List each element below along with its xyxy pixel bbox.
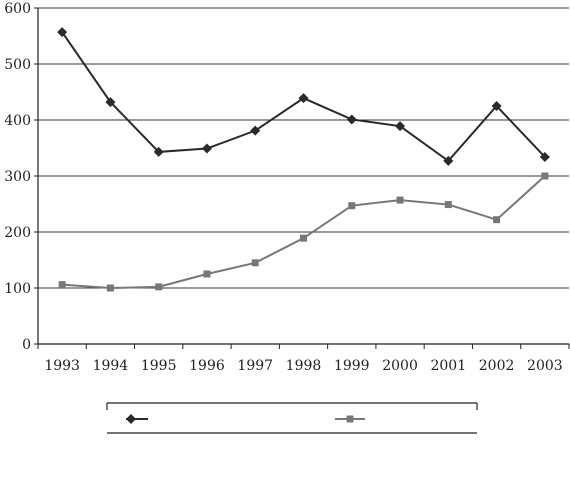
series-2-point-2000 <box>396 196 404 204</box>
y-tick-label-200: 200 <box>4 225 31 241</box>
series-2-point-1995 <box>155 283 163 291</box>
y-tick-label-400: 400 <box>4 113 31 129</box>
series-2-point-1994 <box>106 284 114 292</box>
series-1-point-1996 <box>201 143 212 154</box>
series-1-point-1995 <box>153 146 164 157</box>
y-tick-label-300: 300 <box>4 169 31 185</box>
series-1-point-2001 <box>443 155 454 166</box>
series-group <box>57 27 550 292</box>
y-tick-labels: 0 100 200 300 400 500 600 <box>4 1 31 353</box>
legend <box>106 402 478 434</box>
x-tick-label-1993: 1993 <box>44 358 80 374</box>
series-2-point-1996 <box>203 270 211 278</box>
x-tick-label-1997: 1997 <box>237 358 273 374</box>
x-tick-label-1995: 1995 <box>141 358 177 374</box>
y-tick-label-600: 600 <box>4 1 31 17</box>
legend-key-1-marker <box>126 414 136 424</box>
legend-key-2-marker <box>346 415 354 423</box>
gridlines <box>38 7 569 289</box>
series-2-point-1999 <box>348 202 356 210</box>
y-tick-label-100: 100 <box>4 281 31 297</box>
series-1-point-1993 <box>57 27 68 38</box>
series-2-point-2002 <box>493 216 501 224</box>
series-2-point-1993 <box>58 281 66 289</box>
series-1-point-1994 <box>105 97 116 108</box>
series-2-point-2001 <box>444 201 452 209</box>
y-tick-label-0: 0 <box>22 337 31 353</box>
x-tick-label-2002: 2002 <box>479 358 515 374</box>
series-1-point-1998 <box>298 93 309 104</box>
x-tick-label-2001: 2001 <box>430 358 466 374</box>
series-2-point-2003 <box>541 172 549 180</box>
series-1-point-2002 <box>491 101 502 111</box>
x-tick-label-1994: 1994 <box>93 358 129 374</box>
x-tick-label-1996: 1996 <box>189 358 225 374</box>
series-1-point-1999 <box>346 114 357 125</box>
series-1-point-1997 <box>250 125 261 136</box>
x-tick-label-2000: 2000 <box>382 358 418 374</box>
x-tick-label-2003: 2003 <box>527 358 563 374</box>
x-tick-label-1999: 1999 <box>334 358 370 374</box>
axes <box>34 7 570 349</box>
series-1-point-2000 <box>395 121 406 132</box>
x-tick-label-1998: 1998 <box>286 358 322 374</box>
series-2-point-1998 <box>300 234 307 242</box>
series-2-point-1997 <box>251 259 259 267</box>
x-tick-labels: 1993 1994 1995 1996 1997 1998 1999 2000 2001 2002… <box>44 358 562 374</box>
y-tick-label-500: 500 <box>4 57 31 73</box>
series-1-point-2003 <box>539 151 550 162</box>
